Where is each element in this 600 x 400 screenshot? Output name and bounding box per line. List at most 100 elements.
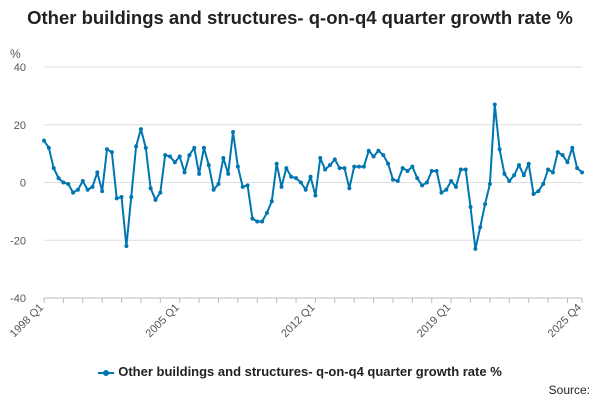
data-point [177, 154, 182, 159]
source-label: Source: [548, 383, 590, 397]
data-point [201, 145, 206, 150]
data-point [400, 166, 405, 171]
data-point [327, 163, 332, 168]
data-point [71, 190, 76, 195]
data-point [575, 166, 580, 171]
data-point [570, 145, 575, 150]
legend-label: Other buildings and structures- q-on-q4 … [118, 364, 502, 379]
data-point [376, 148, 381, 153]
data-point [492, 102, 497, 107]
data-point [463, 167, 468, 172]
x-tick-label: 2025 Q4 [546, 302, 584, 340]
data-point [192, 145, 197, 150]
data-point [536, 189, 541, 194]
data-point [66, 181, 71, 186]
data-point [269, 199, 274, 204]
y-tick-label: 0 [20, 178, 26, 190]
data-point [124, 244, 129, 249]
data-point [439, 190, 444, 195]
data-point [497, 147, 502, 152]
x-tick-label: 2005 Q1 [144, 302, 182, 340]
data-point [395, 179, 400, 184]
data-point [80, 179, 85, 184]
data-point [415, 176, 420, 181]
data-point [323, 167, 328, 172]
data-point [109, 150, 114, 155]
data-point [420, 183, 425, 188]
data-point [114, 196, 119, 201]
y-tick-label: 20 [14, 120, 26, 132]
legend[interactable]: Other buildings and structures- q-on-q4 … [0, 364, 600, 379]
data-point [168, 154, 173, 159]
data-point [187, 153, 192, 158]
data-point [357, 164, 362, 169]
data-point [337, 166, 342, 171]
data-point [240, 184, 245, 189]
data-point [483, 202, 488, 207]
data-point [274, 161, 279, 166]
data-point [361, 164, 366, 169]
data-point [303, 187, 308, 192]
data-point [318, 155, 323, 160]
data-point [245, 183, 250, 188]
data-point [502, 171, 507, 176]
data-point [347, 186, 352, 191]
data-point [226, 171, 231, 176]
y-axis-ticks: 40 20 0 -20 -40 [10, 62, 26, 305]
data-point [487, 181, 492, 186]
data-point [516, 163, 521, 168]
data-point [42, 138, 46, 143]
data-point [546, 167, 551, 172]
data-point [61, 180, 66, 185]
data-point [521, 173, 526, 178]
data-point [279, 184, 284, 189]
data-point [550, 170, 555, 175]
data-point [75, 187, 80, 192]
y-tick-label: 40 [14, 62, 26, 74]
data-point [197, 171, 202, 176]
data-point [381, 153, 386, 158]
data-point [560, 153, 565, 158]
data-point [342, 166, 347, 171]
data-point [260, 219, 265, 224]
x-tick-label: 2012 Q1 [279, 302, 317, 340]
data-point [129, 194, 134, 199]
data-point [100, 189, 105, 194]
data-point [512, 173, 517, 178]
data-point [313, 193, 318, 198]
data-point [95, 170, 100, 175]
data-point [526, 161, 531, 166]
data-point [284, 166, 289, 171]
data-point [298, 180, 303, 185]
y-tick-label: -20 [10, 235, 26, 247]
data-point [172, 160, 177, 165]
data-point [46, 145, 51, 150]
data-point [429, 168, 434, 173]
data-point [119, 194, 124, 199]
data-point [134, 144, 139, 149]
y-axis-label: % [10, 47, 21, 61]
data-point [90, 184, 95, 189]
data-point [444, 187, 449, 192]
data-point [434, 168, 439, 173]
x-axis: 1998 Q1 2005 Q1 2012 Q1 2019 Q1 2025 Q4 [8, 297, 584, 340]
data-point [221, 155, 226, 160]
data-point [85, 187, 90, 192]
x-tick-label: 2019 Q1 [415, 302, 453, 340]
data-point [541, 181, 546, 186]
data-point [352, 164, 357, 169]
data-point [289, 174, 294, 179]
series-growth-rate [42, 102, 584, 251]
data-point [424, 180, 429, 185]
data-point [294, 176, 299, 181]
data-point [468, 205, 473, 210]
data-point [531, 192, 536, 197]
data-point [308, 174, 313, 179]
data-point [390, 177, 395, 182]
data-point [478, 225, 483, 230]
data-point [235, 164, 240, 169]
chart-title: Other buildings and structures- q-on-q4 … [27, 7, 573, 28]
data-point [216, 181, 221, 186]
data-point [56, 176, 61, 181]
data-point [182, 170, 187, 175]
